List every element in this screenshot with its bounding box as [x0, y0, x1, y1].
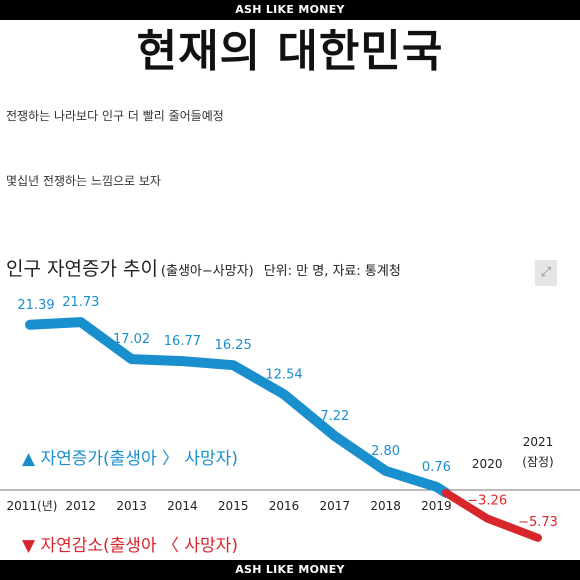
- x-tick-label: 2019: [421, 499, 452, 513]
- value-label: −5.73: [518, 515, 558, 530]
- x-tick-label: 2013: [116, 499, 147, 513]
- chart-title-block: 인구 자연증가 추이 (출생아−사망자) 단위: 만 명, 자료: 통계청: [6, 254, 401, 281]
- top-banner: ASH LIKE MONEY: [0, 0, 580, 20]
- x-tick-label: 2011(년): [7, 499, 58, 513]
- legend-natural-increase: ▲ 자연증가(출생아 〉 사망자): [22, 449, 238, 469]
- x-tick-label: 2017: [320, 499, 351, 513]
- population-chart: 21.39 21.73 17.02 16.77 16.25 12.54 7.22 2.80 0.…: [0, 295, 580, 542]
- value-label: 21.73: [62, 295, 99, 310]
- chart-subtitle: (출생아−사망자): [160, 264, 254, 279]
- value-label: 0.76: [422, 460, 451, 475]
- legend-natural-decrease: ▼ 자연감소(출생아 〈 사망자): [22, 536, 238, 556]
- x-tick-label: 2020: [472, 457, 503, 471]
- chart-title: 인구 자연증가 추이: [6, 258, 158, 280]
- value-label: 2.80: [371, 444, 400, 459]
- x-tick-label: 2016: [269, 499, 300, 513]
- value-label: 7.22: [320, 409, 349, 424]
- value-label: 21.39: [17, 298, 54, 313]
- x-tick-label: 2014: [167, 499, 198, 513]
- bottom-banner: ASH LIKE MONEY: [0, 560, 580, 580]
- value-label: 12.54: [265, 367, 302, 382]
- x-tick-label: 2012: [66, 499, 97, 513]
- series-line-decrease: [442, 488, 542, 542]
- expand-icon[interactable]: ⤢: [535, 260, 557, 286]
- x-tick-label: 2021 (잠정): [522, 435, 553, 469]
- caption-line-2: 몇십년 전쟁하는 느낌으로 보자: [6, 174, 161, 188]
- value-label: 17.02: [113, 332, 150, 347]
- value-label: 16.77: [164, 334, 201, 349]
- x-tick-label: 2018: [370, 499, 401, 513]
- value-label: −3.26: [467, 493, 507, 508]
- headline: 현재의 대한민국: [136, 26, 444, 77]
- caption-line-1: 전쟁하는 나라보다 인구 더 빨리 줄어들예정: [6, 109, 224, 123]
- chart-marks: 21.39 21.73 17.02 16.77 16.25 12.54 7.22 2.80 0.…: [0, 295, 580, 542]
- series-line-increase: [25, 317, 452, 498]
- x-tick-label: 2015: [218, 499, 249, 513]
- chart-source: 단위: 만 명, 자료: 통계청: [263, 264, 401, 279]
- value-label: 16.25: [215, 338, 252, 353]
